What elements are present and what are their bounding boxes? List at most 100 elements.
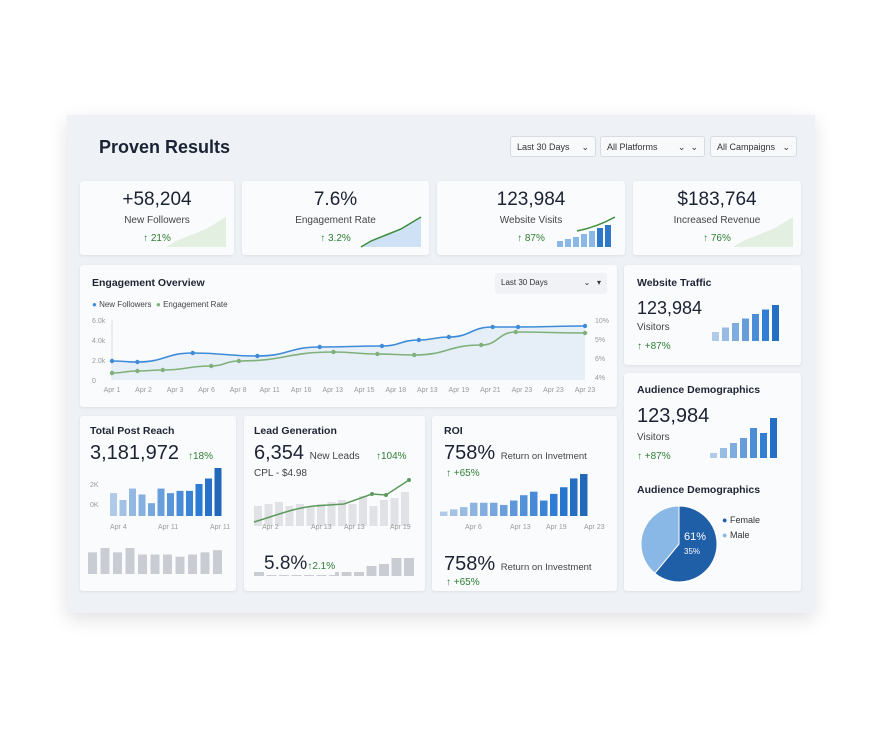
y-tick-right: 6% — [595, 356, 605, 363]
x-tick: Apr 6 — [465, 524, 482, 531]
data-point — [513, 329, 518, 335]
date-range-dropdown[interactable]: Last 30 Days ⌄ — [510, 136, 596, 157]
dropdown-label: All Platforms — [607, 142, 658, 152]
bar — [732, 323, 739, 341]
data-point — [412, 352, 417, 358]
x-tick: Apr 6 — [198, 387, 215, 394]
trend-line — [576, 216, 616, 232]
dropdown-label: Last 30 Days — [517, 142, 570, 152]
reach-change: ↑18% — [188, 451, 214, 462]
x-tick: Apr 1 — [104, 387, 121, 394]
bar — [148, 503, 155, 516]
website-traffic-card: Website Traffic 123,984 Visitors ↑ +87% — [624, 265, 801, 365]
legend-dot-icon: ● — [722, 530, 728, 540]
bar — [338, 500, 346, 526]
roi-value: 758% — [444, 442, 496, 464]
x-tick: Apr 15 — [354, 387, 375, 394]
x-tick: Apr 13 — [344, 524, 365, 531]
legend-label: Male — [729, 530, 750, 540]
roi-change-secondary: ↑ +65% — [446, 577, 480, 588]
campaign-dropdown[interactable]: All Campaigns ⌄ — [710, 136, 797, 157]
pie-title: Audience Demographics — [637, 484, 761, 496]
bar — [150, 554, 160, 574]
card-title: Total Post Reach — [90, 425, 175, 437]
x-tick: Apr 13 — [510, 524, 531, 531]
bar — [176, 490, 184, 516]
bar — [401, 492, 409, 526]
bar — [440, 511, 448, 516]
roi-card: ROI 758% Return on Invetment ↑ +65% Apr … — [432, 416, 617, 591]
x-tick: Apr 11 — [260, 387, 280, 394]
engagement-range-dropdown[interactable]: Last 30 Days ⌄ ▾ — [495, 273, 607, 294]
bar — [167, 493, 174, 516]
bar — [480, 502, 488, 516]
demographics-bar-chart — [710, 418, 777, 458]
bar — [540, 500, 548, 516]
data-point — [370, 492, 374, 496]
bar — [341, 572, 352, 576]
data-point — [109, 370, 115, 376]
bar — [450, 509, 458, 516]
cpl-value: CPL - $4.98 — [254, 468, 307, 479]
traffic-bar-chart — [712, 305, 779, 341]
bar — [560, 487, 568, 516]
data-point — [478, 342, 484, 348]
x-tick: Apr 8 — [230, 387, 247, 394]
pie-label-female: 61% — [684, 531, 707, 543]
data-point — [109, 358, 115, 364]
x-tick: Apr 13 — [322, 387, 343, 394]
y-tick-right: 5% — [595, 337, 605, 344]
chevron-down-icon: ⌄ ▾ — [583, 278, 601, 287]
demographics-value: 123,984 — [637, 405, 710, 427]
traffic-value: 123,984 — [637, 298, 703, 318]
y-tick-right: 10% — [595, 318, 609, 325]
dropdown-label: Last 30 Days — [501, 278, 548, 287]
x-tick: Apr 23 — [512, 387, 533, 394]
x-tick: Apr 11 — [158, 524, 179, 531]
kpi-sparkline — [733, 217, 793, 247]
bar — [110, 493, 117, 516]
bar — [500, 504, 508, 516]
bar — [390, 498, 399, 526]
x-tick: Apr 3 — [167, 387, 184, 394]
x-tick: Apr 18 — [385, 387, 406, 394]
x-tick: Apr 16 — [291, 387, 312, 394]
data-point — [490, 324, 495, 330]
legend-label: Female — [729, 515, 760, 525]
leads-change: ↑104% — [376, 451, 407, 462]
audience-demographics-card: Audience Demographics 123,984 Visitors ↑… — [624, 373, 801, 591]
x-tick: Apr 2 — [135, 387, 152, 394]
y-tick-left: 6.0k — [92, 318, 106, 325]
bar — [380, 500, 388, 526]
data-point — [135, 359, 140, 365]
traffic-label: Visitors — [637, 322, 670, 333]
bar — [750, 428, 757, 458]
bar — [730, 443, 737, 458]
bar — [264, 504, 273, 526]
data-point — [375, 351, 380, 357]
bar — [200, 552, 210, 574]
bar — [88, 552, 97, 574]
card-title: Lead Generation — [254, 425, 337, 437]
data-point — [135, 368, 140, 374]
reach-value: 3,181,972 — [90, 442, 179, 464]
engagement-overview-card: Engagement Overview Last 30 Days ⌄ ▾ ● Ne… — [80, 265, 617, 407]
bar — [157, 488, 165, 516]
data-point — [317, 344, 322, 350]
y-tick: 2K — [90, 482, 99, 489]
card-title: Website Traffic — [637, 277, 712, 289]
bar — [317, 504, 325, 526]
y-tick-left: 0 — [92, 378, 96, 385]
dashboard: Proven Results Last 30 Days ⌄ All Platfor… — [67, 115, 815, 613]
data-point — [160, 367, 165, 373]
sparkline-area — [166, 217, 226, 247]
platform-dropdown[interactable]: All Platforms ⌄ ⌄ — [600, 136, 705, 157]
traffic-change: ↑ +87% — [637, 341, 671, 352]
x-tick: Apr 4 — [110, 524, 127, 531]
engagement-line-chart: 6.0k 4.0k 2.0k 0 10% 5% 6% 4% Apr 1 Apr 2 Apr 3 Apr… — [92, 318, 609, 394]
demographics-label: Visitors — [637, 432, 670, 443]
bar — [129, 488, 136, 516]
kpi-label: Website Visits — [499, 215, 563, 226]
pie-slice — [640, 505, 680, 574]
bar — [404, 558, 414, 576]
